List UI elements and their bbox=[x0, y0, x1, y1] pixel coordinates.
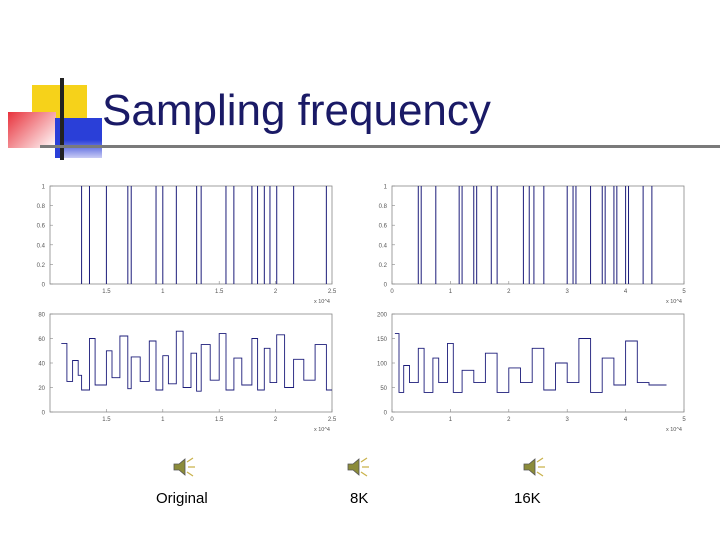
x-tick-label: 2.5 bbox=[328, 417, 337, 423]
chart-16k-upper: 1 0.8 0.6 0.4 0.2 0 0 1 2 3 4 5 x 10^4 bbox=[362, 178, 692, 308]
speaker-icon[interactable] bbox=[522, 455, 546, 484]
y-tick-label: 0.2 bbox=[379, 263, 388, 269]
y-tick-label: 150 bbox=[377, 337, 388, 343]
deco-blue-fade bbox=[62, 140, 102, 158]
chart-original-lower: 80 60 40 20 0 1.5 1 1.5 2 2.5 x 10^4 bbox=[20, 306, 340, 436]
x-tick-label: 1 bbox=[449, 417, 453, 423]
data-series bbox=[61, 330, 332, 392]
y-tick-label: 0.8 bbox=[379, 204, 388, 210]
x-tick-label: 0 bbox=[390, 289, 394, 295]
plot-frame bbox=[391, 185, 685, 285]
x-tick-label: 1.5 bbox=[102, 417, 111, 423]
y-tick-label: 100 bbox=[377, 362, 388, 368]
y-tick-label: 60 bbox=[38, 337, 45, 343]
x-tick-label: 3 bbox=[566, 289, 570, 295]
x-tick-label: 2 bbox=[274, 289, 278, 295]
x-tick-label: 1 bbox=[449, 289, 453, 295]
y-tick-label: 200 bbox=[377, 313, 388, 319]
speaker-icon[interactable] bbox=[172, 455, 196, 484]
x-tick-label: 2 bbox=[507, 289, 511, 295]
x-tick-label: 0 bbox=[390, 417, 394, 423]
x-axis-multiplier: x 10^4 bbox=[314, 427, 330, 433]
y-tick-label: 0 bbox=[42, 283, 46, 289]
x-tick-label: 1.5 bbox=[215, 417, 224, 423]
caption-8k: 8K bbox=[350, 490, 369, 507]
speaker-icon[interactable] bbox=[346, 455, 370, 484]
y-tick-label: 20 bbox=[38, 386, 45, 392]
plot-frame bbox=[49, 185, 333, 285]
x-tick-label: 1.5 bbox=[102, 289, 111, 295]
y-tick-label: 0.8 bbox=[37, 204, 46, 210]
x-axis-multiplier: x 10^4 bbox=[314, 299, 330, 305]
x-tick-label: 3 bbox=[566, 417, 570, 423]
x-axis-multiplier: x 10^4 bbox=[666, 427, 682, 433]
x-tick-label: 2 bbox=[274, 417, 278, 423]
y-tick-label: 1 bbox=[384, 185, 388, 191]
x-tick-label: 5 bbox=[682, 289, 686, 295]
x-tick-label: 5 bbox=[682, 417, 686, 423]
data-series bbox=[394, 333, 667, 393]
x-tick-label: 2.5 bbox=[328, 289, 337, 295]
page-title: Sampling frequency bbox=[102, 86, 491, 135]
y-tick-label: 80 bbox=[38, 313, 45, 319]
x-tick-label: 2 bbox=[507, 417, 511, 423]
y-tick-label: 0.4 bbox=[37, 243, 46, 249]
y-tick-label: 0 bbox=[384, 283, 388, 289]
x-tick-label: 1.5 bbox=[215, 289, 224, 295]
y-tick-label: 0.4 bbox=[379, 243, 388, 249]
deco-vertical-bar bbox=[60, 78, 64, 160]
x-axis-multiplier: x 10^4 bbox=[666, 299, 682, 305]
x-tick-label: 4 bbox=[624, 289, 628, 295]
y-tick-label: 50 bbox=[380, 386, 387, 392]
chart-16k-lower: 200 150 100 50 0 0 1 2 3 4 5 x 10^4 bbox=[362, 306, 692, 436]
y-tick-label: 0.2 bbox=[37, 263, 46, 269]
x-tick-label: 1 bbox=[161, 289, 165, 295]
y-tick-label: 1 bbox=[42, 185, 46, 191]
plot-frame bbox=[391, 313, 685, 413]
x-tick-label: 1 bbox=[161, 417, 165, 423]
y-tick-label: 0 bbox=[384, 411, 388, 417]
caption-16k: 16K bbox=[514, 490, 541, 507]
x-tick-label: 4 bbox=[624, 417, 628, 423]
y-tick-label: 0.6 bbox=[37, 224, 46, 230]
deco-red-square bbox=[8, 112, 56, 148]
title-divider bbox=[40, 145, 720, 148]
y-tick-label: 40 bbox=[38, 362, 45, 368]
caption-original: Original bbox=[156, 490, 208, 507]
y-tick-label: 0.6 bbox=[379, 224, 388, 230]
chart-original-upper: 1 0.8 0.6 0.4 0.2 0 1.5 1 1.5 2 2.5 x 10^4 bbox=[20, 178, 340, 308]
y-tick-label: 0 bbox=[42, 411, 46, 417]
